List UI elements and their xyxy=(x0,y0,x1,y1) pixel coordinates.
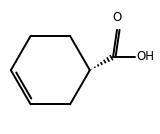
Text: OH: OH xyxy=(137,50,155,63)
Text: O: O xyxy=(112,11,122,24)
